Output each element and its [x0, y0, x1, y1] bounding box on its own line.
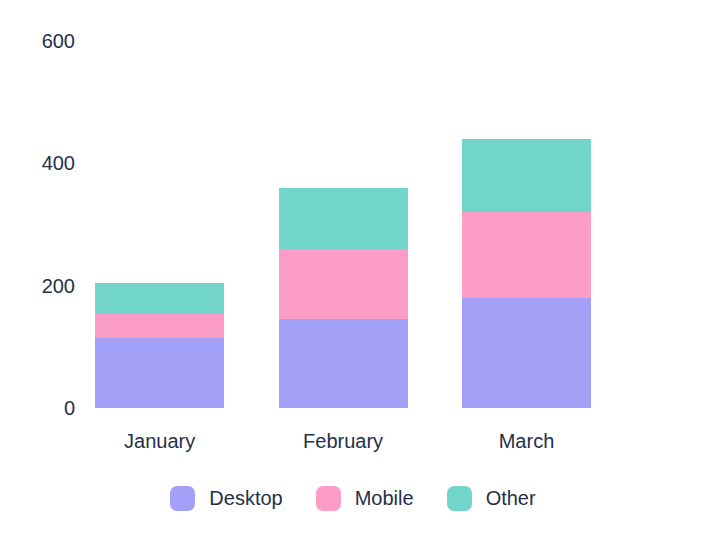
legend-label-desktop: Desktop	[209, 486, 282, 511]
bar-segment-january-other[interactable]	[95, 283, 224, 315]
y-axis-tick-label: 0	[0, 398, 75, 418]
legend-label-other: Other	[486, 486, 536, 511]
bar-segment-january-desktop[interactable]	[95, 338, 224, 408]
bar-segment-march-other[interactable]	[462, 139, 591, 212]
bar-segment-january-mobile[interactable]	[95, 314, 224, 337]
bar-march	[462, 139, 591, 408]
y-axis-tick-label: 400	[0, 153, 75, 173]
stacked-bar-chart: 600 400 200 0 January February March Desktop M…	[0, 0, 706, 536]
bar-segment-march-mobile[interactable]	[462, 212, 591, 298]
y-axis-tick-label: 600	[0, 31, 75, 51]
bar-segment-march-desktop[interactable]	[462, 298, 591, 408]
legend-swatch-desktop	[170, 486, 195, 511]
bar-january	[95, 283, 224, 408]
legend-item-mobile[interactable]: Mobile	[316, 486, 414, 511]
legend-item-other[interactable]: Other	[447, 486, 536, 511]
legend-item-desktop[interactable]: Desktop	[170, 486, 282, 511]
legend: Desktop Mobile Other	[0, 486, 706, 511]
bar-segment-february-mobile[interactable]	[279, 249, 408, 319]
x-axis-label-march: March	[447, 431, 607, 451]
legend-swatch-other	[447, 486, 472, 511]
y-axis-tick-label: 200	[0, 276, 75, 296]
legend-swatch-mobile	[316, 486, 341, 511]
bar-segment-february-other[interactable]	[279, 188, 408, 249]
x-axis-label-february: February	[263, 431, 423, 451]
legend-label-mobile: Mobile	[355, 486, 414, 511]
bar-february	[279, 188, 408, 408]
bar-segment-february-desktop[interactable]	[279, 319, 408, 408]
x-axis-label-january: January	[80, 431, 240, 451]
